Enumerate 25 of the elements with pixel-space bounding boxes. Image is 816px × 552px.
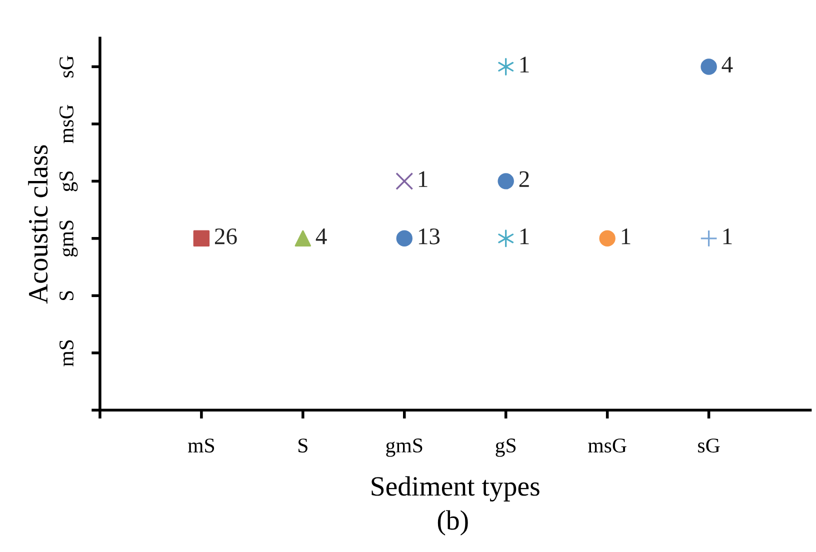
- data-label: 1: [723, 228, 732, 244]
- y-tick-label: gmS: [59, 220, 78, 257]
- x-tick-label: gS: [496, 438, 516, 457]
- x-axis-title: Sediment types: [372, 476, 540, 502]
- y-tick-label: S: [60, 291, 74, 300]
- data-label: 26: [214, 228, 237, 244]
- data-label: 4: [722, 56, 733, 72]
- x-tick-label: mS: [188, 438, 214, 453]
- data-label: 4: [316, 228, 327, 244]
- x-tick-label: msG: [588, 438, 626, 453]
- data-label: 1: [520, 228, 529, 244]
- data-label: 2: [519, 171, 529, 187]
- data-label: 13: [418, 228, 440, 244]
- data-label: 1: [622, 228, 630, 244]
- x-tick-label: sG: [698, 438, 720, 453]
- data-label: 1: [520, 56, 529, 72]
- y-axis-title: Acoustic class: [28, 145, 48, 304]
- y-tick-label: gS: [59, 171, 78, 192]
- y-tick-label: sG: [60, 56, 74, 78]
- x-tick-label: S: [298, 438, 308, 453]
- y-tick-label: mS: [60, 340, 74, 366]
- x-tick-label: gmS: [386, 438, 422, 457]
- text: (b): [438, 510, 468, 536]
- y-tick-label: msG: [60, 104, 74, 144]
- data-label: 1: [418, 171, 428, 187]
